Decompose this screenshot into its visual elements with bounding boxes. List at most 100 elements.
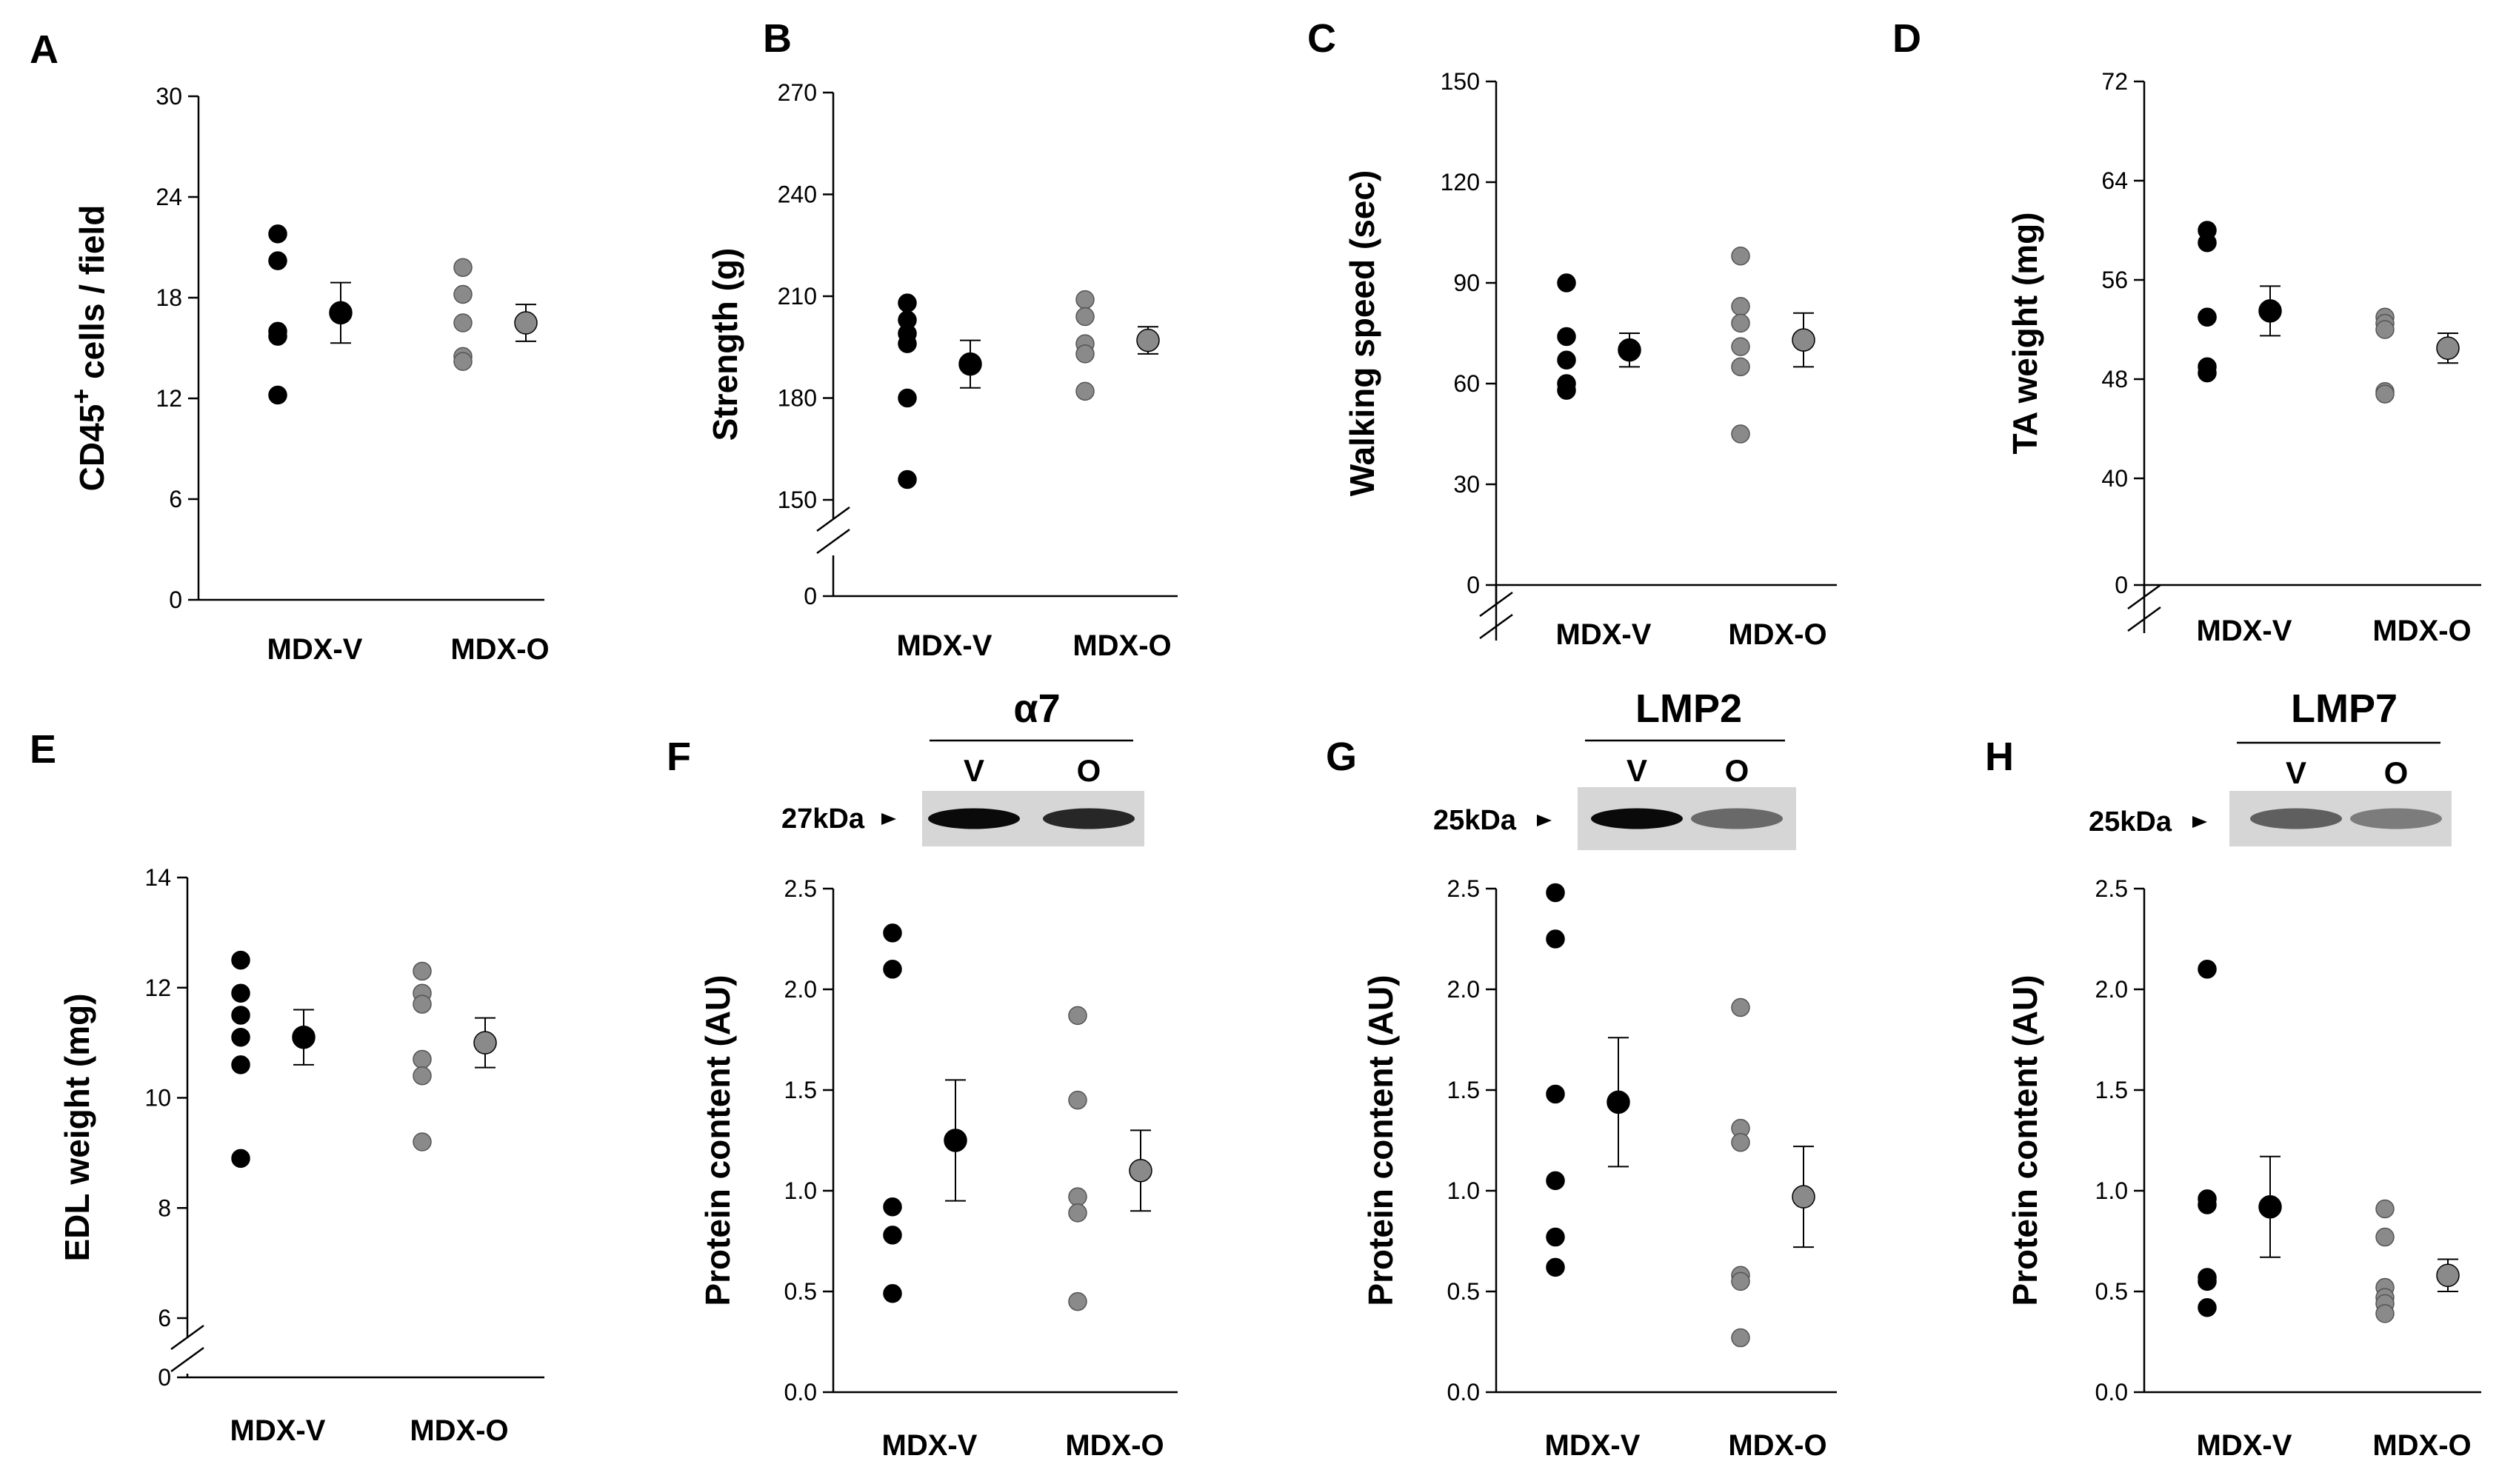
y-tick-label: 2.0 (1447, 976, 1480, 1003)
axis-break-mark (1479, 613, 1513, 640)
panel-A: A 0 6 12 18 24 30 CD45+ cells / field MDX-V MDX-O (30, 27, 550, 666)
y-axis-label-suffix: cells / field (73, 205, 111, 389)
data-point (231, 1027, 250, 1047)
data-point (413, 1132, 432, 1152)
blot-band (2350, 808, 2442, 829)
y-axis-label-main: CD45 (73, 404, 111, 492)
data-point (1068, 1090, 1087, 1110)
mean-marker (1618, 338, 1641, 362)
y-tick-label: 8 (158, 1194, 171, 1221)
x-category-label: MDX-O (450, 633, 549, 666)
axis-break-mark (2127, 584, 2161, 610)
panel-C: C 0 30 60 90 120 150 Walking speed (sec) MDX-V MD… (1307, 16, 1837, 651)
data-point (1731, 357, 1750, 377)
western-blot: α7 V O 27kDa (781, 686, 1144, 846)
data-point (898, 293, 917, 312)
data-point (1546, 929, 1565, 949)
data-point (1731, 1132, 1750, 1152)
y-tick-label: 2.0 (784, 976, 817, 1003)
y-tick-label: 2.0 (2095, 976, 2128, 1003)
data-point (2198, 363, 2217, 383)
data-point (2375, 384, 2395, 404)
mean-marker (2436, 1263, 2460, 1287)
y-axis-label-main: Protein content (AU) (1361, 975, 1400, 1306)
y-tick-label: 2.5 (1447, 875, 1480, 902)
data-point (453, 284, 473, 304)
panel-letter: D (1892, 16, 1921, 61)
data-point (1731, 424, 1750, 444)
y-axis-label: CD45+ cells / field (66, 205, 111, 492)
data-point (1557, 381, 1576, 400)
data-point (1731, 313, 1750, 333)
x-category-label: MDX-O (1072, 629, 1171, 662)
x-category-label: MDX-V (1556, 618, 1652, 651)
y-tick-label: 0.0 (2095, 1379, 2128, 1406)
data-point (413, 1066, 432, 1086)
data-point (2198, 233, 2217, 253)
data-point (413, 1049, 432, 1069)
data-point (2198, 307, 2217, 327)
y-tick-label: 0 (158, 1364, 171, 1391)
data-point (231, 1149, 250, 1169)
blot-lane-label: V (1626, 753, 1647, 788)
data-point (2198, 960, 2217, 979)
y-axis-label-main: Protein content (AU) (698, 975, 737, 1306)
blot-lane-label: V (2286, 755, 2306, 790)
blot-band (1043, 808, 1135, 829)
y-tick-label: 240 (778, 181, 817, 208)
data-point (1075, 344, 1095, 364)
y-tick-label: 180 (778, 385, 817, 412)
data-point (1546, 883, 1565, 903)
mean-marker (2258, 1195, 2282, 1219)
y-tick-label: 2.5 (784, 875, 817, 902)
panel-letter: G (1326, 735, 1357, 779)
data-point (1546, 1257, 1565, 1277)
panel-E: E 0 6 8 10 12 14 EDL weight (mg) MDX-V MDX-O (30, 727, 544, 1447)
y-tick-label: 56 (2101, 267, 2128, 293)
y-tick-label: 1.5 (784, 1077, 817, 1103)
x-category-label: MDX-O (1065, 1429, 1164, 1462)
axis-break-mark (170, 1346, 204, 1373)
data-point (2198, 1298, 2217, 1317)
blot-band (2250, 808, 2342, 829)
mean-marker (958, 352, 982, 376)
x-category-label: MDX-O (410, 1414, 508, 1447)
data-point (2375, 320, 2395, 339)
data-point (453, 313, 473, 332)
data-point (453, 352, 473, 371)
data-point (231, 1055, 250, 1074)
mean-marker (514, 311, 538, 335)
x-category-label: MDX-V (267, 633, 363, 666)
data-point (1546, 1171, 1565, 1191)
y-axis-label: Walking speed (sec) (1343, 170, 1381, 497)
blot-marker-label: 25kDa (2089, 806, 2172, 838)
blot-band (1691, 808, 1783, 829)
y-tick-label: 150 (1441, 68, 1480, 95)
data-point (2375, 1304, 2395, 1323)
axis-break-mark (816, 528, 850, 555)
axis-break-mark (1479, 591, 1513, 618)
data-point (883, 960, 902, 979)
blot-marker-label: 25kDa (1433, 805, 1517, 836)
x-category-label: MDX-V (2197, 615, 2292, 647)
data-point (1557, 327, 1576, 347)
data-point (1068, 1203, 1087, 1223)
x-category-label: MDX-O (2372, 1429, 2471, 1462)
y-tick-label: 0 (804, 583, 817, 609)
data-point (2198, 1195, 2217, 1214)
data-point (1068, 1006, 1087, 1026)
data-point (268, 327, 287, 346)
blot-lane-label: O (1725, 753, 1749, 788)
x-category-label: MDX-O (1728, 1429, 1826, 1462)
y-tick-label: 1.0 (784, 1177, 817, 1204)
y-axis-label: Protein content (AU) (698, 975, 737, 1306)
y-tick-label: 60 (1453, 370, 1480, 397)
data-point (1557, 350, 1576, 370)
data-point (898, 388, 917, 408)
data-point (1075, 307, 1095, 327)
data-point (1075, 290, 1095, 310)
data-point (1557, 273, 1576, 293)
data-point (883, 1197, 902, 1217)
panel-letter: E (30, 727, 56, 772)
